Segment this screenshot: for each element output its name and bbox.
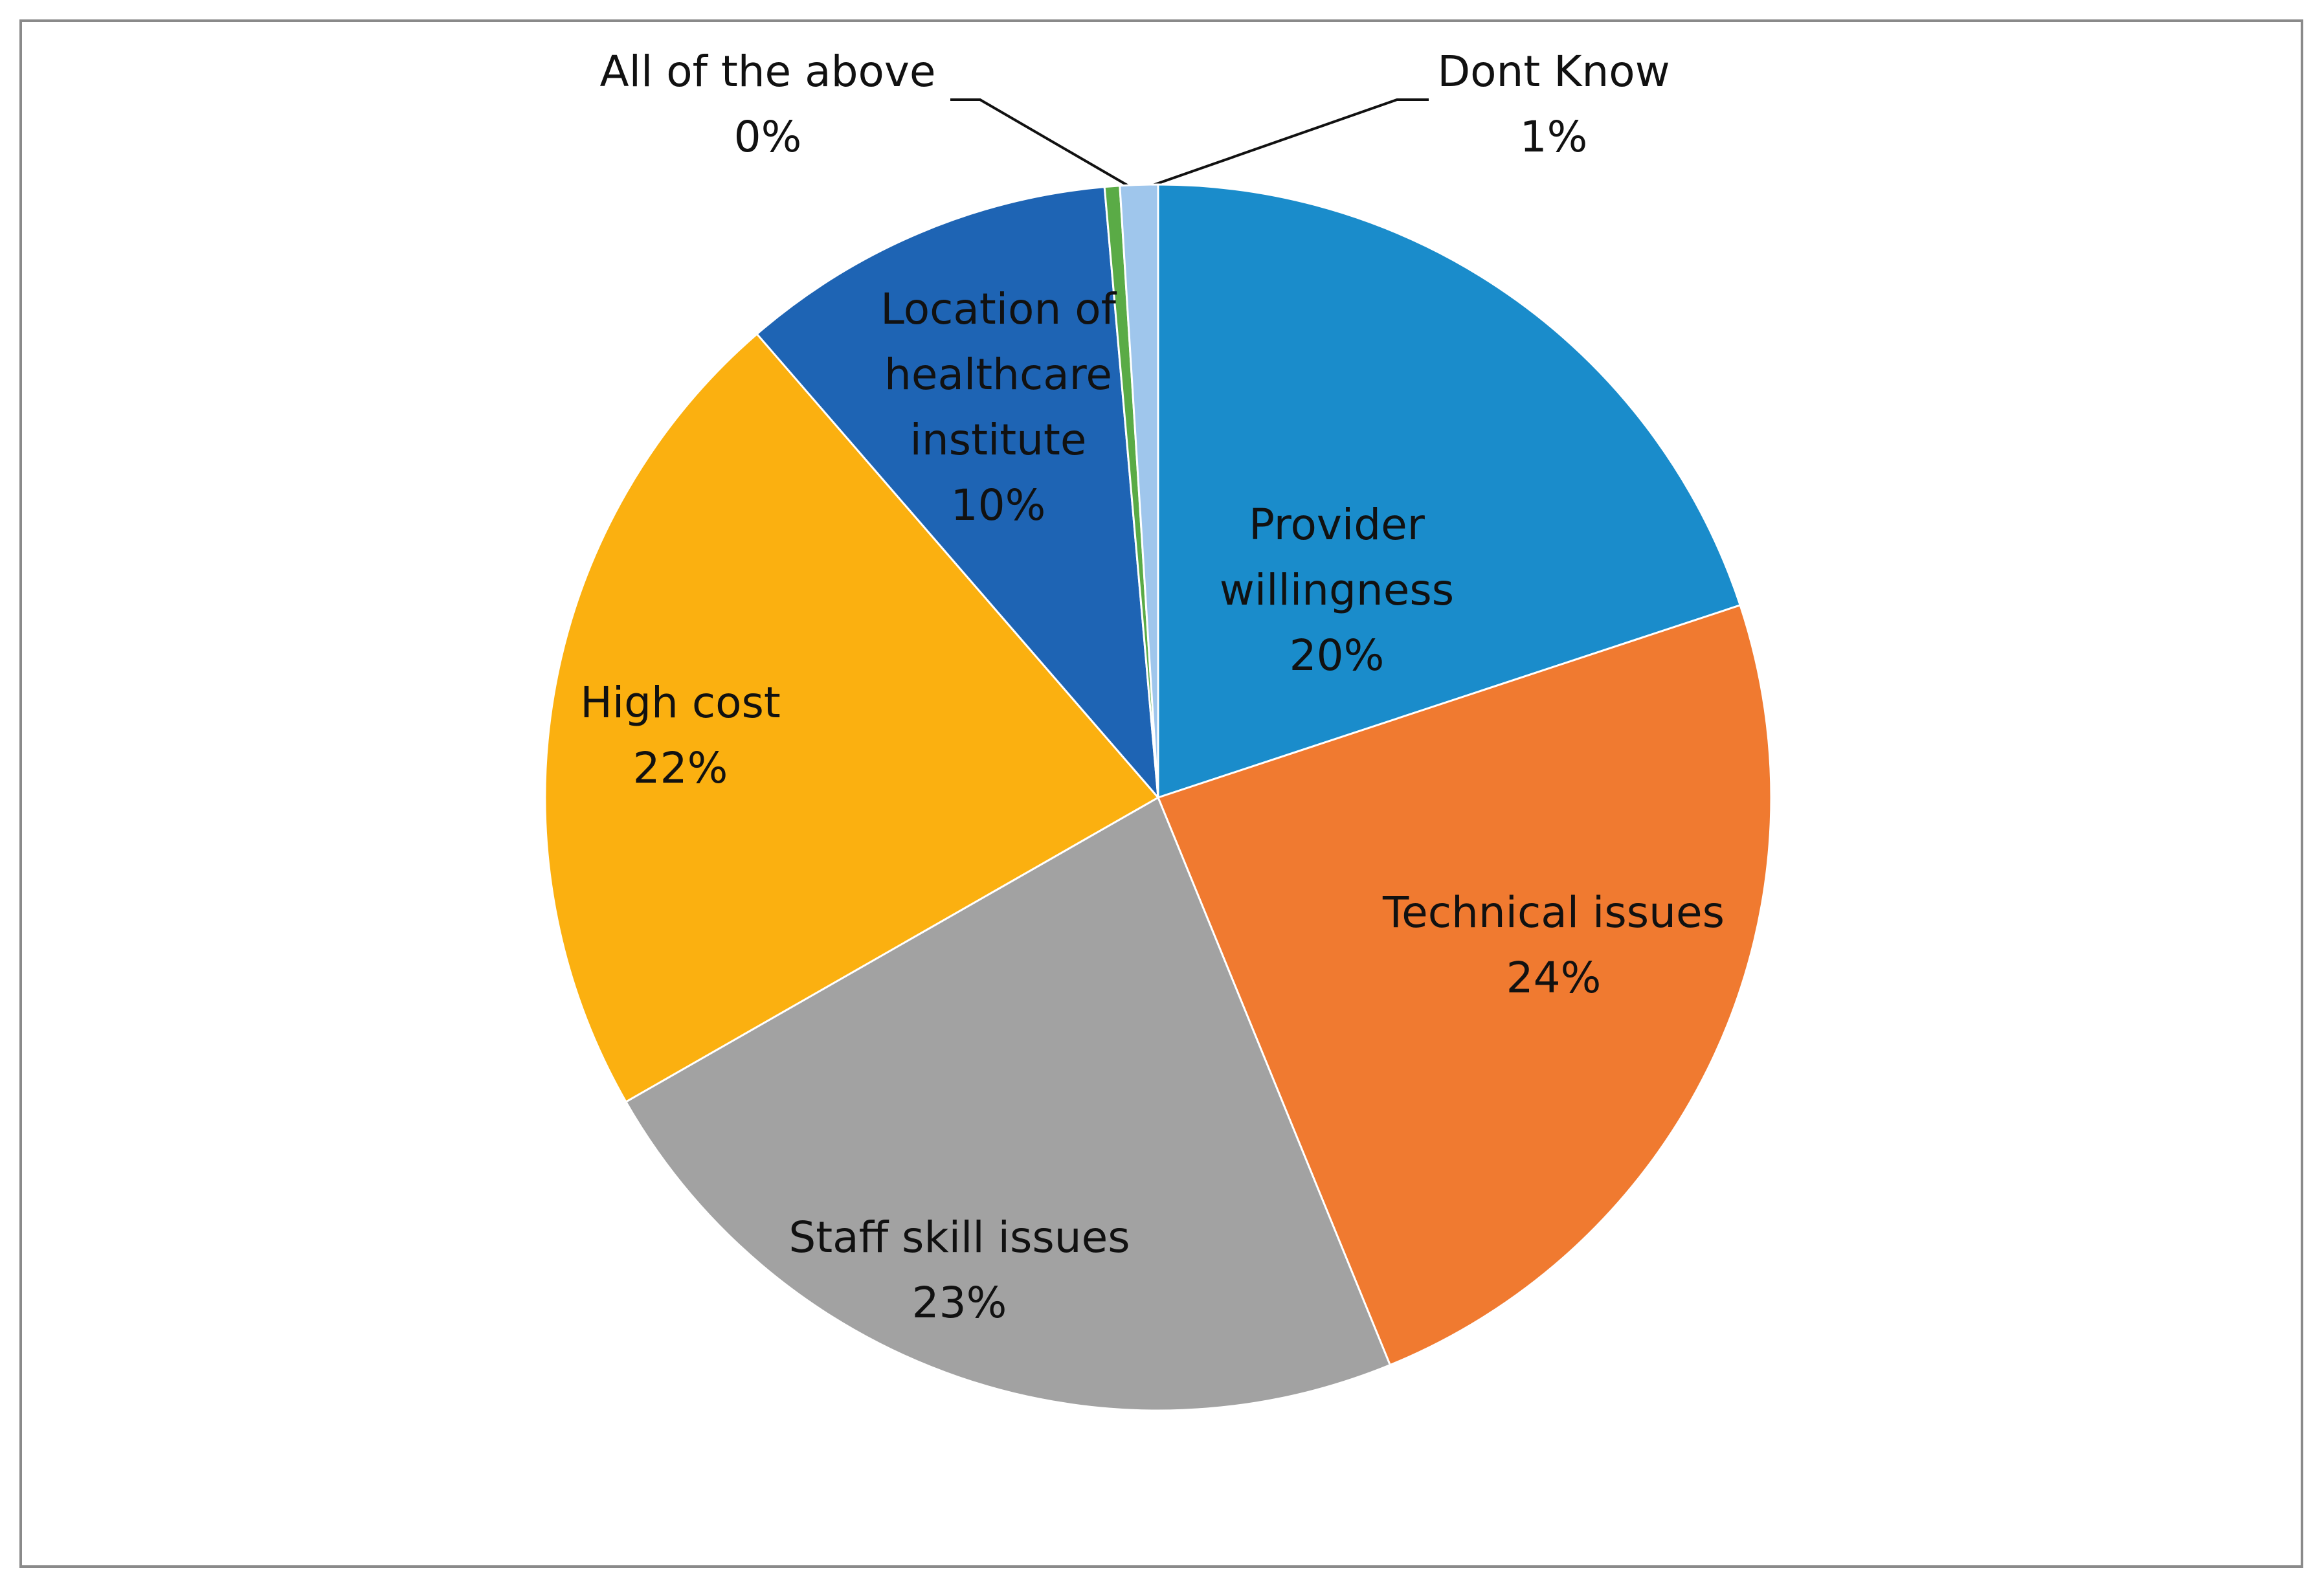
data-label: Dont Know 1%: [1353, 39, 1754, 170]
pie-slice: [755, 186, 1159, 801]
data-label: Staff skill issues 23%: [759, 1205, 1160, 1335]
value-label: 22%: [632, 743, 728, 793]
data-label: Technical issues 24%: [1353, 880, 1754, 1011]
value-label: 10%: [950, 480, 1046, 530]
data-label: All of the above 0%: [567, 39, 968, 170]
category-label: Staff skill issues: [788, 1212, 1130, 1262]
category-label: Dont Know: [1437, 47, 1670, 96]
pie-slice: [624, 796, 1392, 1412]
category-label: Provider willingness: [1219, 500, 1455, 615]
pie-slice: [1119, 183, 1159, 798]
value-label: 0%: [733, 112, 802, 162]
value-label: 1%: [1519, 112, 1588, 162]
pie-slice: [1157, 603, 1772, 1367]
category-label: Location of healthcare institute: [880, 284, 1116, 465]
data-label: Provider willingness 20%: [1201, 492, 1473, 688]
pie-slice: [544, 332, 1160, 1104]
data-label: High cost 22%: [544, 670, 816, 801]
category-label: High cost: [580, 678, 781, 728]
category-label: Technical issues: [1383, 888, 1725, 937]
value-label: 24%: [1506, 953, 1602, 1003]
pie: [544, 183, 1772, 1412]
data-label: Location of healthcare institute 10%: [862, 276, 1134, 538]
pie-slice: [1157, 183, 1742, 799]
category-label: All of the above: [599, 47, 936, 96]
leader-line: [950, 98, 1130, 187]
leader-line: [1150, 98, 1429, 187]
value-label: 20%: [1289, 631, 1385, 680]
value-label: 23%: [911, 1278, 1007, 1328]
